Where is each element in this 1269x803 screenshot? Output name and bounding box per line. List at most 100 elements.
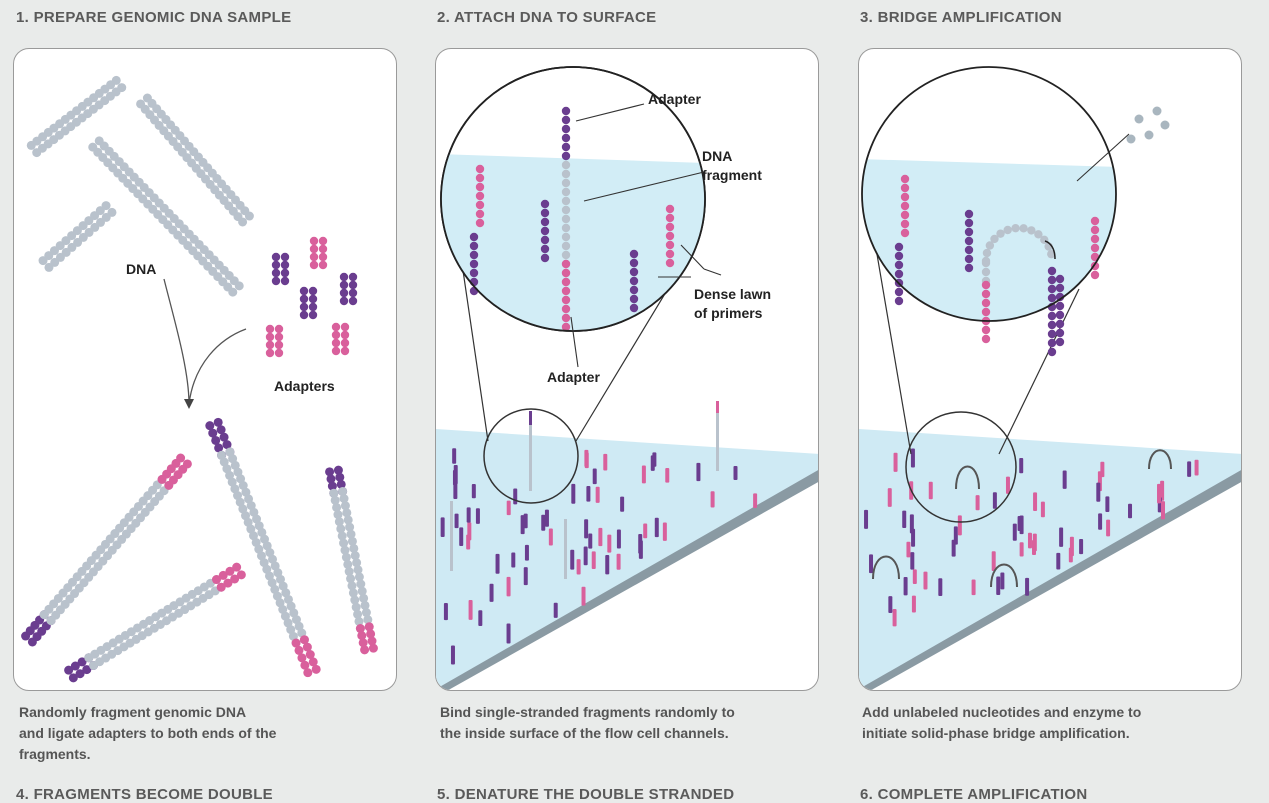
adapter-clusters — [265, 236, 358, 358]
zoom-line-left — [870, 218, 912, 455]
attached-fragment — [564, 519, 567, 579]
callout-lines — [570, 103, 722, 368]
adapter-cluster — [271, 252, 290, 286]
flow-cell-edge — [859, 470, 1241, 690]
primer-tick — [466, 507, 471, 523]
primer-tick — [903, 576, 908, 596]
primer-lawn — [864, 448, 1199, 627]
primer-tick — [911, 528, 916, 547]
primer-tick — [454, 513, 459, 529]
primer-tick — [475, 508, 480, 524]
primer-tick — [654, 517, 659, 538]
zoom-line-right — [998, 288, 1080, 455]
primer-tick — [643, 523, 648, 539]
attached-fragment — [716, 401, 719, 471]
primer-tick — [511, 552, 516, 568]
primer-tick — [506, 623, 511, 644]
dna-strand — [217, 447, 309, 648]
primer-tick — [992, 492, 997, 509]
primer-tick — [1098, 513, 1103, 530]
primer-tick — [910, 448, 915, 468]
primer-tick — [902, 510, 907, 529]
dna-label: DNA — [126, 261, 156, 277]
dna-strand — [38, 201, 117, 272]
primer-tick — [1059, 527, 1064, 547]
primer-tick — [696, 462, 701, 482]
primer-tick — [1019, 458, 1024, 474]
primer-tick — [910, 552, 915, 570]
step-5-heading: 5. DENATURE THE DOUBLE STRANDED — [437, 786, 735, 803]
primer — [1055, 274, 1065, 347]
primer-tick — [595, 486, 600, 503]
primer-tick — [1096, 482, 1101, 502]
primer-tick — [887, 488, 892, 507]
primer-tick — [506, 576, 511, 597]
primer-tick — [598, 527, 603, 547]
primer-tick — [616, 529, 621, 549]
primer-tick — [1005, 476, 1010, 494]
primer-tick — [971, 579, 976, 596]
primer — [469, 232, 479, 296]
primer-tick — [864, 509, 869, 529]
primer-tick — [665, 467, 670, 483]
primer-tick — [452, 448, 457, 464]
step-2-panel: Adapter DNA fragment Dense lawn of prime… — [435, 48, 819, 691]
adapter-cluster — [299, 286, 318, 320]
primer-tick — [650, 455, 655, 471]
primer-tick — [453, 465, 458, 485]
dna-arrow — [163, 278, 190, 405]
step-3-caption: Add unlabeled nucleotides and enzyme to i… — [862, 704, 1142, 741]
step-1-caption: Randomly fragment genomic DNA and ligate … — [19, 704, 277, 762]
attached-fragment — [450, 501, 453, 571]
primer-tick — [1194, 459, 1199, 476]
primers-label: of primers — [694, 305, 763, 321]
flow-cell-surface — [436, 429, 818, 689]
adapter-end — [355, 622, 378, 655]
adapters-arrow — [188, 328, 247, 405]
primer-tick — [478, 610, 483, 627]
primer — [540, 199, 550, 263]
primer-tick — [1000, 572, 1005, 590]
primer-tick — [996, 576, 1001, 596]
dna-label: DNA — [702, 148, 732, 164]
primer — [561, 259, 571, 332]
primer-tick — [1040, 501, 1045, 518]
primer-tick — [923, 571, 928, 590]
primer-tick — [584, 452, 589, 469]
primer — [964, 209, 974, 273]
step-1-panel: DNA Adapters — [13, 48, 397, 691]
primer-tick — [893, 452, 898, 472]
primer-tick — [570, 549, 575, 570]
primer-tick — [662, 522, 667, 541]
primer-tick — [1017, 516, 1022, 532]
arrow-head — [184, 399, 194, 409]
primer-tick — [489, 583, 494, 602]
fragment-label: fragment — [702, 167, 762, 183]
primer — [900, 174, 910, 238]
primer-tick — [710, 491, 715, 508]
adapter-top-label: Adapter — [648, 91, 701, 107]
primer-tick — [583, 546, 588, 566]
primer-tick — [1056, 552, 1061, 570]
step-1-illustration: DNA Adapters — [21, 75, 378, 683]
primer-tick — [459, 527, 464, 546]
primer-tick — [869, 554, 874, 574]
adapter-end — [291, 635, 321, 678]
dna-fragments — [26, 75, 254, 297]
dna-strand — [84, 575, 226, 670]
primer — [475, 164, 485, 228]
primer-tick — [440, 517, 445, 538]
primer-tick — [912, 569, 917, 585]
primer-tick — [607, 534, 612, 553]
dense-lawn-label: Dense lawn — [694, 286, 771, 302]
primer-tick — [906, 541, 911, 558]
primer-tick — [620, 496, 625, 512]
primer-tick — [450, 645, 455, 665]
extension-arrow — [1044, 240, 1056, 260]
dna-strand — [39, 474, 174, 626]
adapter-end — [21, 610, 56, 647]
primer-tick — [1187, 461, 1192, 477]
primer-tick — [592, 468, 597, 485]
primer-tick — [1128, 503, 1133, 519]
primer-tick — [1012, 523, 1017, 541]
